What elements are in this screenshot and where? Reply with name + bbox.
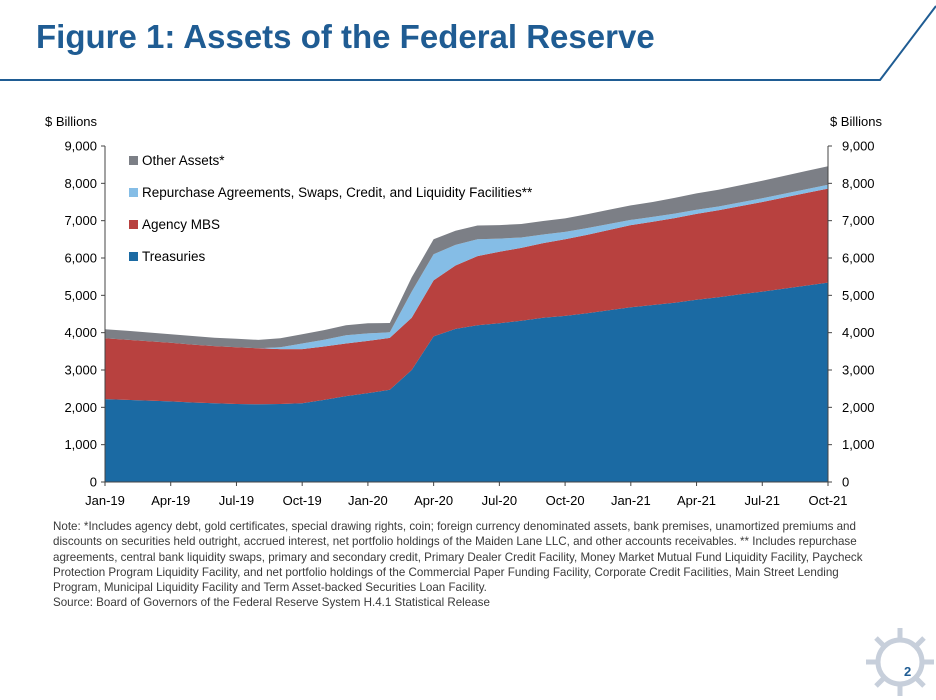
y-tick-label-right: 3,000 [842,363,875,378]
x-tick-label: Jan-19 [85,493,125,508]
y-tick-label-left: 0 [90,475,97,490]
other-assets-area [105,166,828,349]
y-tick-label-right: 4,000 [842,325,875,340]
x-tick-label: Apr-21 [677,493,716,508]
legend-swatch [129,156,138,165]
header-rule [0,5,936,81]
assets-chart: 0 0 1,000 1,000 2,000 2,000 3,000 3,000 4,000 4,0… [45,114,883,508]
y-tick-label-right: 5,000 [842,288,875,303]
legend-label: Agency MBS [142,217,220,232]
legend-swatch [129,188,138,197]
legend-label: Repurchase Agreements, Swaps, Credit, an… [142,185,533,200]
y-tick-label-left: 2,000 [64,400,97,415]
y-tick-label-right: 7,000 [842,213,875,228]
gear-logo-icon [866,628,934,696]
y-tick-label-right: 1,000 [842,437,875,452]
x-tick-label: Jul-21 [745,493,780,508]
y-tick-label-right: 0 [842,475,849,490]
y-tick-label-left: 6,000 [64,251,97,266]
x-tick-label: Apr-19 [151,493,190,508]
x-tick-label: Jan-20 [348,493,388,508]
y-tick-label-left: 1,000 [64,437,97,452]
agency-mbs-area [105,188,828,405]
x-tick-label: Jan-21 [611,493,651,508]
x-tick-label: Oct-21 [808,493,847,508]
page-title: Figure 1: Assets of the Federal Reserve [36,18,655,55]
y-tick-label-left: 9,000 [64,139,97,154]
y-tick-label-right: 8,000 [842,176,875,191]
x-tick-label: Oct-20 [546,493,585,508]
treasuries-area [105,282,828,482]
y-tick-label-left: 4,000 [64,325,97,340]
source-text: Source: Board of Governors of the Federa… [53,596,490,610]
legend-swatch [129,220,138,229]
x-tick-label: Jul-19 [219,493,254,508]
y-tick-label-right: 9,000 [842,139,875,154]
right-axis-label: $ Billions [830,114,883,129]
x-tick-label: Jul-20 [482,493,517,508]
legend-label: Treasuries [142,249,206,264]
y-tick-label-right: 2,000 [842,400,875,415]
y-tick-label-left: 5,000 [64,288,97,303]
y-tick-label-right: 6,000 [842,251,875,266]
page-number: 2 [904,664,912,679]
legend-swatch [129,252,138,261]
y-tick-label-left: 3,000 [64,363,97,378]
chart-notes: Note: *Includes agency debt, gold certif… [53,519,883,611]
chart-legend: Other Assets* Repurchase Agreements, Swap… [129,153,533,264]
y-tick-label-left: 7,000 [64,213,97,228]
y-tick-label-left: 8,000 [64,176,97,191]
x-tick-label: Apr-20 [414,493,453,508]
x-tick-label: Oct-19 [283,493,322,508]
repo-facilities-area [105,184,828,350]
note-text: Note: *Includes agency debt, gold certif… [53,520,863,595]
left-axis-label: $ Billions [45,114,98,129]
legend-label: Other Assets* [142,153,225,168]
